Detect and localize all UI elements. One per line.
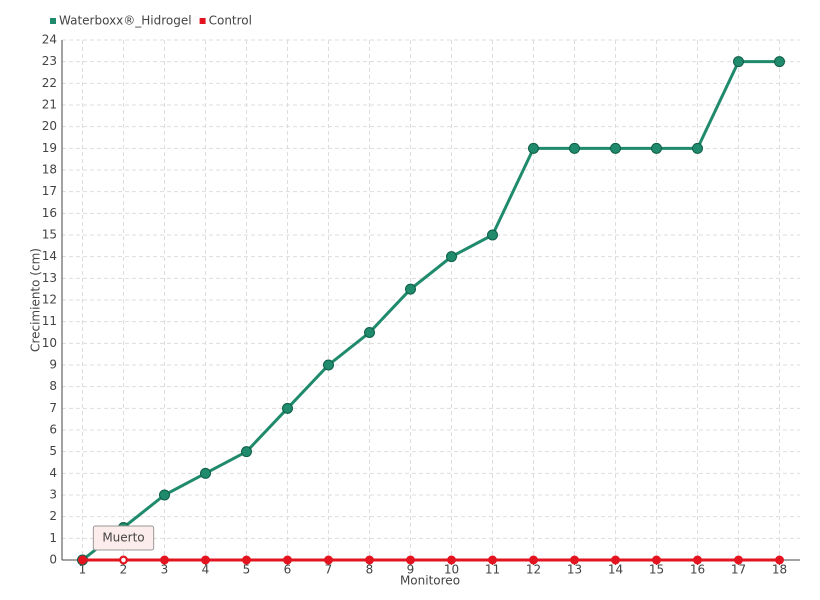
y-tick-label: 8 [49,379,57,393]
series-line [81,60,780,562]
y-tick-label: 14 [42,249,57,263]
x-tick-label: 13 [567,563,582,577]
y-tick-label: 0 [49,553,57,567]
y-tick-label: 3 [49,488,57,502]
data-point [406,555,415,565]
y-tick-label: 11 [42,314,57,328]
data-point [160,555,169,565]
x-tick-label: 5 [243,563,251,577]
x-tick-label: 6 [284,563,292,577]
x-tick-label: 14 [608,563,623,577]
data-point [200,467,211,479]
x-tick-label: 16 [690,563,705,577]
highlight-point [119,556,128,564]
data-point [528,142,539,154]
data-point [775,555,784,565]
legend-swatch [199,18,206,24]
legend-label: Waterboxx®_Hidrogel [59,14,192,28]
y-tick-label: 13 [42,271,57,285]
data-point [159,489,170,501]
data-point [733,56,744,68]
x-tick-label: 4 [202,563,210,577]
data-point [78,555,87,565]
y-tick-label: 17 [42,184,57,198]
data-point [570,555,579,565]
data-point [364,327,375,338]
y-tick-label: 23 [42,54,57,68]
y-tick-label: 9 [49,358,57,372]
data-point [652,555,661,565]
y-tick-label: 20 [42,119,57,133]
y-tick-label: 4 [49,466,57,480]
y-tick-label: 10 [42,336,57,350]
data-point [529,555,538,565]
data-point [488,555,497,565]
x-tick-label: 9 [407,563,415,577]
data-point [734,555,743,565]
data-point [447,555,456,565]
x-tick-label: 11 [485,563,500,577]
y-tick-label: 7 [49,401,57,415]
y-tick-label: 18 [42,163,57,177]
y-tick-label: 6 [49,423,57,437]
annotation-box [92,525,155,551]
data-point [241,446,252,458]
y-tick-label: 12 [42,293,57,307]
data-point [693,555,702,565]
data-point [651,142,662,154]
y-tick-label: 5 [49,444,57,458]
x-tick-label: 7 [325,563,333,577]
x-tick-label: 17 [731,563,746,577]
data-point [201,555,210,565]
x-tick-label: 1 [79,563,87,577]
data-point [405,283,416,295]
y-tick-label: 1 [49,531,57,545]
x-tick-label: 15 [649,563,664,577]
y-tick-label: 19 [42,141,57,155]
x-axis-title: Monitoreo [400,574,460,588]
data-point [323,359,334,371]
data-point [692,142,703,154]
data-point [610,142,621,154]
y-tick-label: 22 [42,76,57,90]
y-tick-label: 2 [49,509,57,523]
legend-swatch [50,18,56,24]
x-tick-label: 18 [772,563,787,577]
x-tick-label: 8 [366,563,374,577]
data-point [242,555,251,565]
legend-label: Control [209,14,252,28]
x-tick-label: 3 [161,563,169,577]
data-point [487,229,498,241]
data-point [282,402,293,414]
y-tick-label: 21 [42,98,57,112]
data-point [324,555,333,565]
data-point [365,555,374,565]
y-tick-label: 16 [42,206,57,220]
data-point [283,555,292,565]
data-point [569,142,580,154]
annotation-text: Muerto [102,531,144,545]
data-point [446,251,457,263]
x-tick-label: 2 [120,563,128,577]
x-tick-label: 12 [526,563,541,577]
y-axis-title: Crecimiento (cm) [29,248,43,352]
annotation: Muerto [92,525,155,564]
data-point [611,555,620,565]
data-point [774,56,785,68]
y-tick-label: 24 [42,33,57,47]
x-tick-label: 10 [444,563,459,577]
y-tick-label: 15 [42,228,57,242]
